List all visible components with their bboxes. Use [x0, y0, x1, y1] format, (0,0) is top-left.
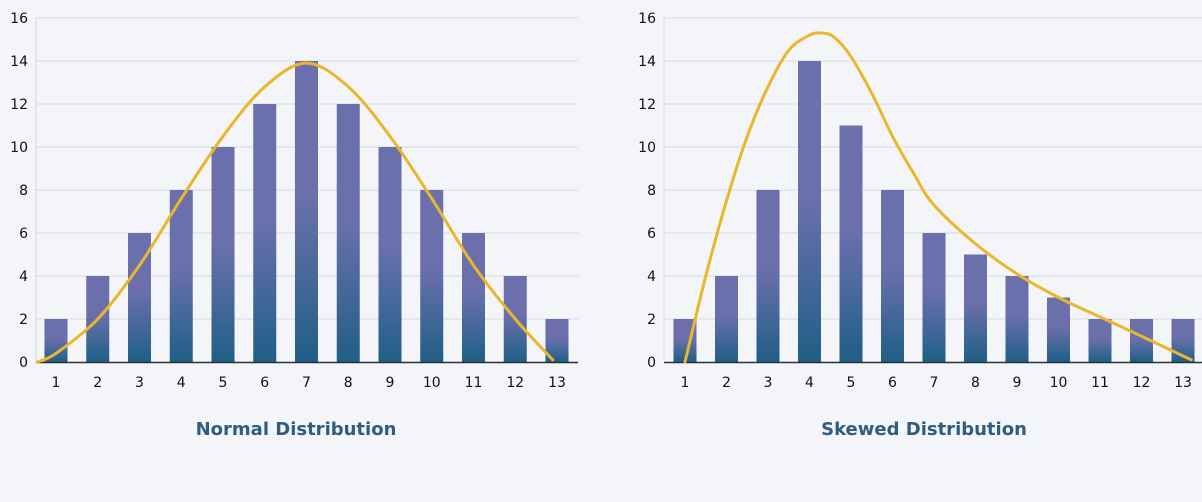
y-tick-label: 14 — [638, 54, 656, 70]
x-tick-label: 9 — [1013, 375, 1022, 391]
y-tick-label: 8 — [19, 183, 28, 199]
y-tick-label: 10 — [10, 140, 28, 156]
x-tick-label: 10 — [423, 375, 441, 391]
bar — [715, 276, 738, 362]
distribution-curve — [35, 61, 555, 364]
bar — [881, 190, 904, 362]
x-tick-label: 1 — [681, 375, 690, 391]
bar — [922, 233, 946, 362]
x-tick-label: 3 — [135, 375, 144, 391]
y-tick-label: 16 — [10, 11, 28, 27]
y-tick-label: 10 — [638, 140, 656, 156]
x-tick-label: 7 — [930, 375, 939, 391]
y-tick-label: 12 — [638, 97, 656, 113]
x-tick-label: 2 — [722, 375, 731, 391]
y-tick-label: 4 — [19, 269, 28, 285]
bar — [253, 104, 277, 362]
bar — [211, 147, 235, 362]
x-tick-label: 2 — [93, 375, 102, 391]
bar — [545, 319, 569, 362]
y-tick-label: 6 — [647, 226, 656, 242]
bar — [44, 319, 68, 362]
x-tick-label: 9 — [386, 375, 395, 391]
x-tick-label: 7 — [302, 375, 311, 391]
bar — [964, 254, 987, 362]
bar — [1130, 319, 1153, 362]
bar — [295, 61, 318, 362]
x-tick-label: 8 — [971, 375, 980, 391]
bar — [1088, 319, 1112, 362]
bar — [128, 233, 151, 362]
y-tick-label: 0 — [647, 355, 656, 371]
x-tick-label: 6 — [260, 375, 269, 391]
x-tick-label: 12 — [506, 375, 524, 391]
x-tick-label: 11 — [465, 375, 483, 391]
chart-title: Skewed Distribution — [821, 419, 1027, 440]
x-tick-label: 4 — [177, 375, 186, 391]
x-tick-label: 13 — [1174, 375, 1192, 391]
distribution-curve — [683, 31, 1193, 364]
bar — [673, 319, 697, 362]
bar — [169, 190, 193, 362]
x-tick-label: 11 — [1091, 375, 1109, 391]
x-tick-label: 8 — [344, 375, 353, 391]
x-tick-label: 4 — [805, 375, 814, 391]
bar — [462, 233, 485, 362]
x-tick-label: 5 — [847, 375, 856, 391]
y-tick-label: 12 — [10, 97, 28, 113]
x-tick-label: 1 — [52, 375, 61, 391]
bar — [756, 190, 780, 362]
x-tick-label: 5 — [219, 375, 228, 391]
chart-title: Normal Distribution — [196, 419, 397, 440]
y-tick-label: 16 — [638, 11, 656, 27]
x-tick-label: 12 — [1133, 375, 1151, 391]
x-tick-label: 6 — [888, 375, 897, 391]
bar — [336, 104, 360, 362]
bar — [1171, 319, 1195, 362]
x-tick-label: 13 — [548, 375, 566, 391]
bar — [420, 190, 444, 362]
bar — [839, 125, 863, 362]
y-tick-label: 2 — [647, 312, 656, 328]
y-tick-label: 2 — [19, 312, 28, 328]
bar — [798, 61, 821, 362]
bar — [1047, 297, 1070, 362]
bar — [1005, 276, 1029, 362]
bar — [378, 147, 402, 362]
x-tick-label: 3 — [764, 375, 773, 391]
x-tick-label: 10 — [1050, 375, 1068, 391]
y-tick-label: 6 — [19, 226, 28, 242]
y-tick-label: 14 — [10, 54, 28, 70]
y-tick-label: 0 — [19, 355, 28, 371]
y-tick-label: 8 — [647, 183, 656, 199]
y-tick-label: 4 — [647, 269, 656, 285]
